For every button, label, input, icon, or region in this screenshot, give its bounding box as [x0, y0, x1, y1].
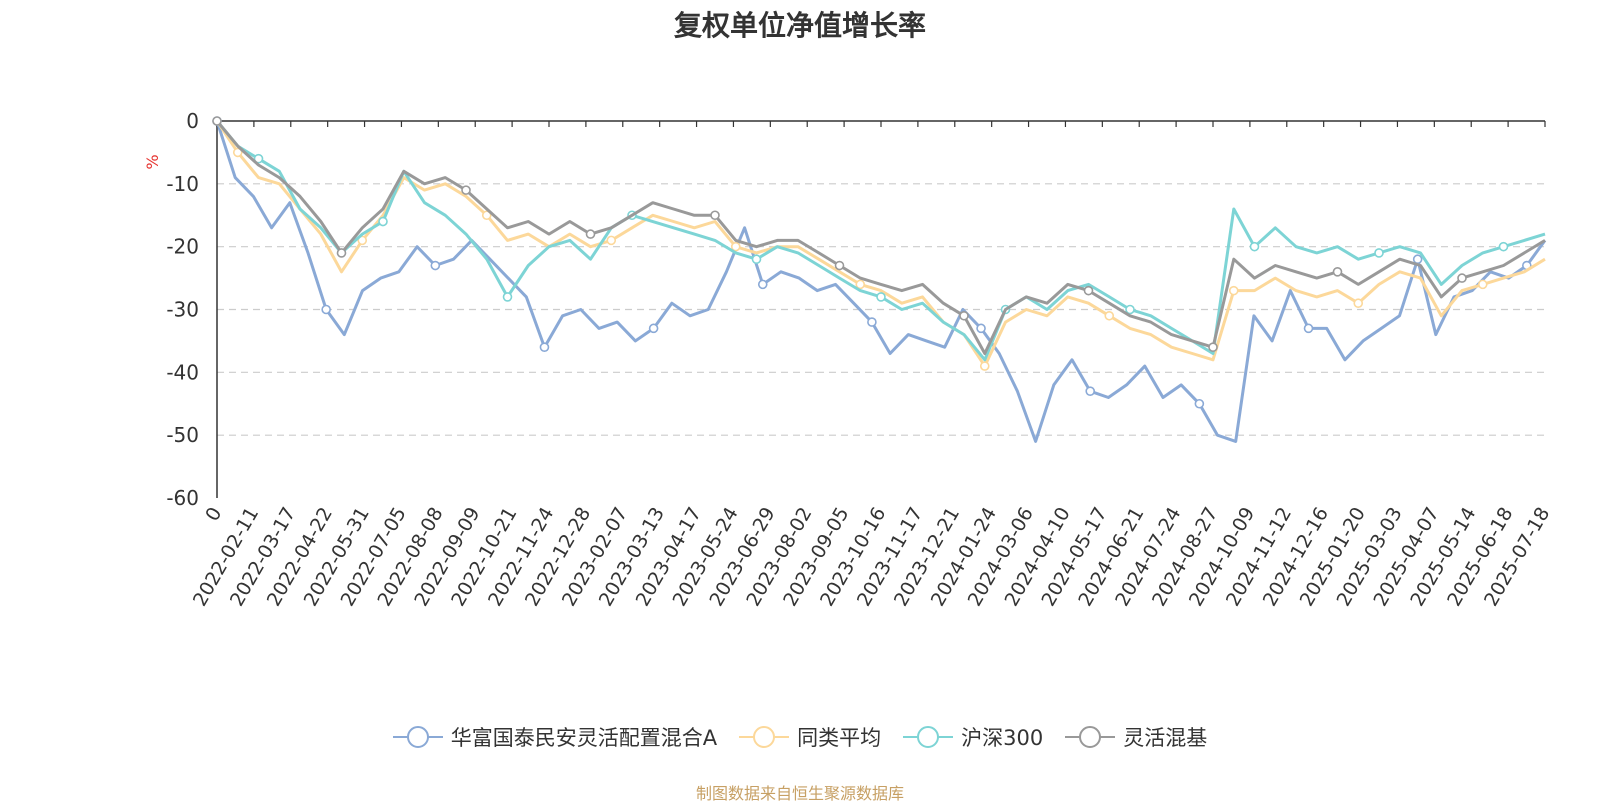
series-marker: [979, 361, 990, 371]
series-marker: [336, 248, 347, 258]
series-marker: [648, 323, 659, 334]
legend: 华富国泰民安灵活配置混合A 同类平均 沪深300 灵活混基: [0, 722, 1600, 752]
series-line: [215, 120, 1547, 443]
series-marker: [1228, 285, 1239, 296]
series-marker: [757, 279, 768, 290]
series-marker: [867, 317, 877, 327]
series-marker: [1194, 398, 1205, 409]
series-marker: [1125, 304, 1135, 315]
legend-circle-icon: [903, 726, 954, 748]
legend-item[interactable]: 灵活混基: [1065, 722, 1207, 752]
series-marker: [1208, 342, 1218, 353]
series-marker: [253, 153, 264, 164]
series-marker: [730, 241, 741, 252]
y-tick-label: -40: [166, 360, 199, 384]
series-line: [215, 120, 1546, 355]
y-tick-label: -50: [166, 423, 199, 447]
series-marker: [834, 260, 845, 271]
series-marker: [481, 210, 492, 221]
legend-label: 同类平均: [797, 726, 882, 750]
y-tick-label: -10: [166, 172, 199, 196]
series-marker: [1083, 285, 1094, 296]
chart-title: 复权单位净值增长率: [673, 9, 926, 42]
x-tick-label: 0: [201, 504, 226, 525]
series-marker: [710, 210, 720, 221]
series-marker: [1498, 241, 1509, 252]
grid-lines: [217, 183, 1545, 436]
series-lines: [212, 116, 1547, 443]
series-marker: [1104, 310, 1115, 321]
legend-item[interactable]: 同类平均: [739, 722, 881, 752]
legend-circle-icon: [739, 726, 790, 748]
series-marker: [1353, 298, 1364, 309]
series-line: [215, 120, 1546, 368]
series-marker: [539, 342, 550, 353]
series-marker: [321, 304, 331, 315]
y-tick-label: -20: [166, 235, 199, 259]
series-marker: [1374, 248, 1384, 258]
series-marker: [1457, 273, 1467, 283]
legend-circle-icon: [1065, 726, 1116, 748]
series-marker: [976, 323, 986, 334]
series-marker: [1303, 323, 1314, 334]
source-note: 制图数据来自恒生聚源数据库: [695, 784, 904, 803]
series-line: [215, 120, 1546, 362]
series-marker: [1332, 266, 1343, 277]
series-marker: [855, 279, 866, 290]
legend-item[interactable]: 华富国泰民安灵活配置混合A: [392, 722, 718, 752]
y-axis-label: %: [143, 154, 162, 169]
series-marker: [378, 216, 388, 227]
series-marker: [1477, 279, 1488, 290]
legend-label: 灵活混基: [1123, 726, 1208, 750]
series-marker: [357, 235, 368, 246]
series-marker: [430, 260, 441, 271]
series-marker: [959, 310, 969, 321]
y-tick-label: -60: [166, 486, 199, 510]
legend-label: 华富国泰民安灵活配置混合A: [450, 726, 718, 750]
legend-label: 沪深300: [961, 726, 1044, 750]
series-marker: [1412, 254, 1423, 265]
series-marker: [606, 235, 617, 246]
series-marker: [502, 292, 513, 302]
series-marker: [585, 229, 596, 239]
legend-item[interactable]: 沪深300: [903, 722, 1043, 752]
y-tick-label: -30: [166, 298, 199, 322]
series-marker: [212, 116, 222, 126]
series-marker: [1085, 386, 1096, 396]
series-marker: [1249, 241, 1260, 252]
series-marker: [461, 185, 471, 195]
y-tick-label: 0: [186, 109, 199, 133]
legend-circle-icon: [392, 726, 443, 748]
series-marker: [751, 254, 762, 265]
series-marker: [232, 147, 243, 158]
series-marker: [876, 292, 886, 302]
